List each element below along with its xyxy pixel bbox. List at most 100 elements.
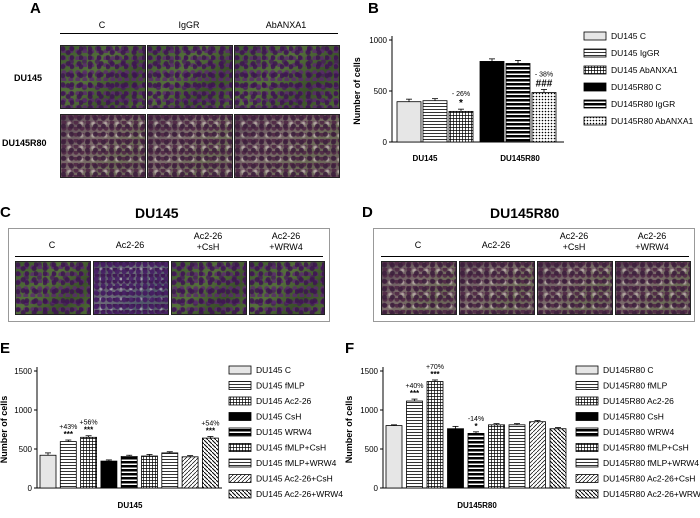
micrograph-c-ac226 [93, 261, 169, 315]
panel-a-row-du145: DU145 [14, 73, 43, 83]
legend-swatch [228, 381, 252, 390]
bar [59, 441, 77, 489]
legend-swatch [583, 48, 607, 58]
legend-swatch [583, 99, 607, 109]
percent-change-label: +54% [201, 421, 219, 428]
percent-change-label: +40% [405, 383, 423, 390]
micrograph-c-ac226-csh [171, 261, 247, 315]
legend-label: DU145 fMLP [256, 381, 305, 391]
legend-label: DU145 C [611, 31, 646, 41]
micrograph-a-du145-abanxa1 [234, 45, 340, 109]
significance-mark: *** [430, 370, 440, 379]
y-tick-label: 1500 [360, 367, 378, 376]
legend-label: DU145R80 IgGR [611, 99, 675, 109]
legend-swatch [228, 396, 252, 406]
panel-letter-f: F [345, 340, 355, 357]
bar [448, 111, 474, 143]
panel-c-title: DU145 [135, 205, 179, 221]
legend-swatch [575, 365, 599, 375]
legend-label: DU145 CsH [256, 412, 301, 422]
significance-mark: *** [64, 430, 74, 439]
micrograph-c-c [15, 261, 91, 315]
panel-a-row-du145r80: DU145R80 [2, 138, 47, 148]
micrograph-d-ac226-wrw4 [615, 261, 691, 315]
chart-b: 0 500 1000 Number of cells *- 26% ###- 38% DU1… [352, 31, 693, 163]
y-axis-label: Number of cells [352, 57, 362, 125]
legend-swatch [575, 427, 599, 437]
significance-mark: *** [206, 427, 216, 436]
legend-swatch [228, 474, 252, 483]
legend-label: DU145 fMLP+WRW4 [256, 458, 337, 468]
legend-label: DU145 Ac2-26 [256, 396, 312, 406]
legend-swatch [575, 381, 599, 390]
panel-d-frame [373, 228, 695, 322]
bar [531, 92, 557, 143]
percent-change-label: - 26% [452, 91, 470, 98]
percent-change-label: -14% [468, 416, 484, 423]
legend-label: DU145 Ac2-26+CsH [256, 474, 333, 484]
legend-label: DU145R80 WRW4 [603, 427, 674, 437]
y-tick-label: 500 [374, 87, 388, 96]
legend-swatch [575, 443, 599, 452]
legend-label: DU145R80 AbANXA1 [611, 116, 693, 126]
micrograph-a-du145r80-c [60, 114, 146, 178]
legend-label: DU145 WRW4 [256, 427, 312, 437]
bar [39, 454, 57, 489]
panel-d-col-c: C [414, 240, 422, 250]
panel-letter-a: A [30, 0, 41, 17]
panel-a-header-rule [60, 33, 338, 34]
micrograph-a-du145r80-iggr [147, 114, 233, 178]
percent-change-label: +43% [59, 424, 77, 431]
legend-swatch [228, 458, 252, 468]
legend-swatch [583, 31, 607, 41]
bar [385, 425, 403, 489]
legend-label: DU145 IgGR [611, 48, 660, 58]
y-tick-label: 500 [19, 445, 33, 454]
y-tick-label: 500 [365, 445, 379, 454]
legend-swatch [583, 82, 607, 92]
significance-mark: * [474, 422, 478, 431]
micrograph-a-du145-c [60, 45, 146, 109]
significance-mark: *** [84, 426, 94, 435]
micrograph-d-ac226 [459, 261, 535, 315]
panel-d-title: DU145R80 [490, 205, 560, 221]
y-tick-label: 1500 [14, 367, 32, 376]
bar [447, 428, 464, 489]
panel-letter-c: C [0, 204, 11, 221]
legend-label: DU145R80 fMLP+CsH [603, 443, 689, 453]
panel-c-col-ac226: Ac2-26 [115, 240, 145, 250]
panel-a-col-c: C [98, 20, 106, 30]
micrograph-d-c [381, 261, 457, 315]
legend-label: DU145 Ac2-26+WRW4 [256, 489, 343, 499]
legend-label: DU145 AbANXA1 [611, 65, 678, 75]
percent-change-label: - 38% [535, 71, 553, 78]
bar [549, 428, 567, 489]
legend-label: DU145R80 C [603, 365, 654, 375]
x-axis-label: DU145 [118, 501, 143, 510]
bar [100, 460, 118, 489]
legend-swatch [583, 65, 607, 75]
panel-a-col-iggr: IgGR [178, 20, 200, 30]
panel-c-header-rule [15, 256, 323, 257]
panel-c-frame [8, 228, 330, 322]
bar [406, 400, 423, 489]
legend-label: DU145R80 fMLP+WRW4 [603, 458, 699, 468]
panel-d-col-ac226-csh: Ac2-26 +CsH [559, 231, 589, 252]
panel-letter-e: E [0, 340, 11, 357]
percent-change-label: +70% [426, 364, 444, 371]
legend-label: DU145R80 C [611, 82, 662, 92]
legend-swatch [228, 365, 252, 375]
legend-label: DU145R80 Ac2-26 [603, 396, 674, 406]
legend-swatch [228, 412, 252, 421]
legend-label: DU145R80 CsH [603, 412, 664, 422]
legend-swatch [575, 489, 599, 499]
x-group-label: DU145R80 [500, 154, 540, 163]
legend-label: DU145R80 Ac2-26+WRW4 [603, 489, 700, 499]
panel-c-col-ac226-csh: Ac2-26 +CsH [193, 231, 223, 252]
x-axis-label: DU145R80 [457, 501, 497, 510]
legend-swatch [575, 474, 599, 483]
panel-letter-d: D [362, 204, 373, 221]
percent-change-label: +56% [80, 420, 98, 427]
